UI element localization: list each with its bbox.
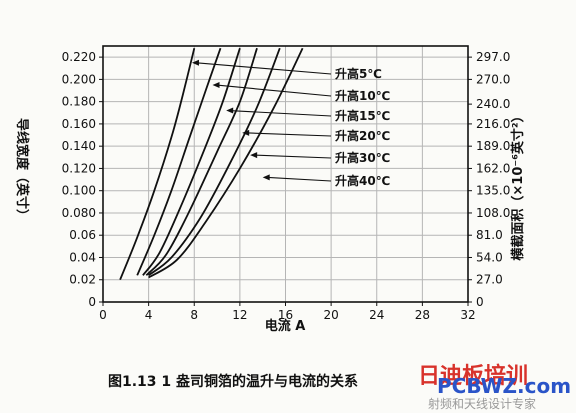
leader-arrowhead [250,152,258,159]
y-tick-label: 0.220 [62,50,96,64]
leader-line [194,62,332,75]
y2-axis-title: 横截面积（×10⁻⁶英寸²） [510,109,526,260]
y-tick-label: 0 [88,295,96,309]
watermark-subtitle: 射频和天线设计专家 [428,396,536,411]
series-label-5: 升高30℃ [335,150,390,165]
x-axis-title: 电流 A [265,318,306,334]
figure-caption: 图1.13 1 盎司铜箔的温升与电流的关系 [108,373,358,390]
y-tick-label: 0.200 [62,72,96,86]
series-label-3: 升高15℃ [335,108,390,123]
x-tick-label: 8 [190,308,198,322]
series-layer [119,47,304,281]
series-line-4 [145,47,258,276]
y-tick-label: 0.160 [62,117,96,131]
y2-tick-label: 162.0 [476,161,510,175]
y2-tick-label: 81.0 [476,228,503,242]
axes-layer: 0 4 8 12 16 20 24 28 3200.020.040.060.0800.1000.… [62,45,510,322]
x-tick-label: 20 [323,308,338,322]
series-line-2 [136,47,222,276]
leader-line [245,132,332,137]
watermark-url: PCBWZ.com [437,374,571,398]
leader-line [253,154,332,159]
series-label-2: 升高10℃ [335,88,390,103]
plot-frame [102,45,469,303]
y2-tick-label: 54.0 [476,250,503,264]
watermark-brand: 日迪板培训 [418,363,528,389]
leader-line [215,84,332,97]
y-tick-label: 0.06 [69,228,96,242]
leader-line [265,176,332,182]
y-tick-label: 0.100 [62,184,96,198]
y-tick-label: 0.04 [69,250,96,264]
leader-arrowhead [242,129,250,136]
leader-arrowhead [226,107,234,114]
y2-tick-label: 135.0 [476,184,510,198]
x-tick-label: 32 [460,308,475,322]
series-line-5 [148,47,281,277]
y2-tick-label: 27.0 [476,273,503,287]
series-line-1 [119,47,196,281]
y-tick-label: 0.140 [62,139,96,153]
y2-tick-label: 240.0 [476,97,510,111]
x-tick-label: 28 [415,308,430,322]
series-label-1: 升高5℃ [335,66,382,81]
series-label-6: 升高40℃ [335,173,390,188]
series-label-4: 升高20℃ [335,128,390,143]
label-layer: 升高5℃ 升高10℃ 升高15℃ 升高20℃ 升高30℃ 升高40℃ [191,59,390,188]
y-tick-label: 0.180 [62,95,96,109]
x-tick-label: 0 [99,308,107,322]
x-tick-label: 4 [145,308,153,322]
series-line-3 [142,47,241,276]
series-line-6 [148,47,304,279]
y-tick-label: 0.120 [62,161,96,175]
y2-tick-label: 108.0 [476,206,510,220]
leader-arrowhead [262,174,270,181]
y2-tick-label: 270.0 [476,72,510,86]
y-tick-label: 0.02 [69,273,96,287]
leader-arrowhead [191,59,199,66]
y-axis-title: 导线宽度（英寸） [14,118,30,222]
x-tick-label: 12 [232,308,247,322]
x-tick-label: 16 [278,308,293,322]
leader-line [229,110,332,117]
x-tick-label: 24 [369,308,384,322]
y2-tick-label: 216.0 [476,117,510,131]
y2-tick-label: 0 [476,295,484,309]
y2-tick-label: 189.0 [476,139,510,153]
y2-tick-label: 297.0 [476,50,510,64]
leader-arrowhead [212,81,220,88]
y-tick-label: 0.080 [62,206,96,220]
